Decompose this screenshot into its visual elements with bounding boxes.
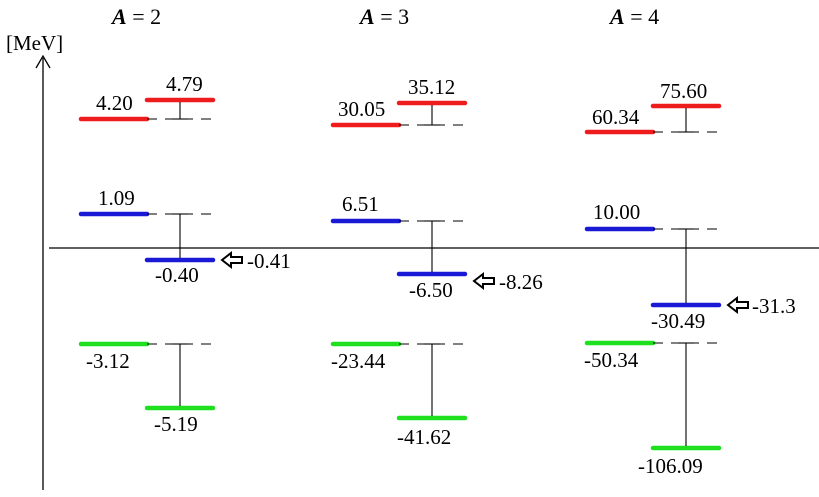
column-header-a2: A = 2 xyxy=(110,4,161,29)
header-value: = 3 xyxy=(375,4,409,29)
header-value: = 4 xyxy=(625,4,659,29)
column-a3: 30.05 35.12 6.51 -6.50 -23.44 -41.62 -8.… xyxy=(330,75,543,449)
axes xyxy=(35,54,819,490)
column-header-a4: A = 4 xyxy=(608,4,659,29)
left-arrow-icon xyxy=(726,295,749,315)
red-left-value: 4.20 xyxy=(96,91,133,115)
green-left-value: -3.12 xyxy=(86,349,130,373)
blue-left-value: 1.09 xyxy=(98,186,135,210)
column-a2: 4.20 4.79 1.09 -0.40 -3.12 -5.19 -0.41 xyxy=(78,72,291,436)
green-right-value: -106.09 xyxy=(638,454,703,478)
left-arrow-icon xyxy=(220,250,243,270)
blue-left-value: 10.00 xyxy=(593,200,640,224)
red-right-value: 35.12 xyxy=(408,75,455,99)
column-header-a3: A = 3 xyxy=(358,4,409,29)
blue-right-value: -0.40 xyxy=(155,263,199,287)
arrow-value: -0.41 xyxy=(247,249,291,273)
blue-right-value: -6.50 xyxy=(409,278,453,302)
red-right-value: 4.79 xyxy=(166,72,203,96)
green-left-value: -23.44 xyxy=(331,349,386,373)
arrow-value: -31.3 xyxy=(752,294,796,318)
red-right-value: 75.60 xyxy=(660,79,707,103)
blue-left-value: 6.51 xyxy=(342,192,379,216)
header-variable: A xyxy=(608,4,625,29)
green-right-value: -5.19 xyxy=(154,412,198,436)
blue-right-value: -30.49 xyxy=(651,309,705,333)
left-arrow-icon xyxy=(472,271,495,291)
red-left-value: 60.34 xyxy=(592,105,640,129)
header-variable: A xyxy=(110,4,127,29)
energy-axis-arrowhead xyxy=(35,54,51,69)
green-left-value: -50.34 xyxy=(584,348,639,372)
arrow-value: -8.26 xyxy=(499,270,543,294)
red-left-value: 30.05 xyxy=(338,97,385,121)
axis-unit-label: [MeV] xyxy=(6,31,63,55)
column-a4: 60.34 75.60 10.00 -30.49 -50.34 -106.09 … xyxy=(584,79,796,478)
header-variable: A xyxy=(358,4,375,29)
green-right-value: -41.62 xyxy=(397,425,451,449)
header-value: = 2 xyxy=(127,4,161,29)
